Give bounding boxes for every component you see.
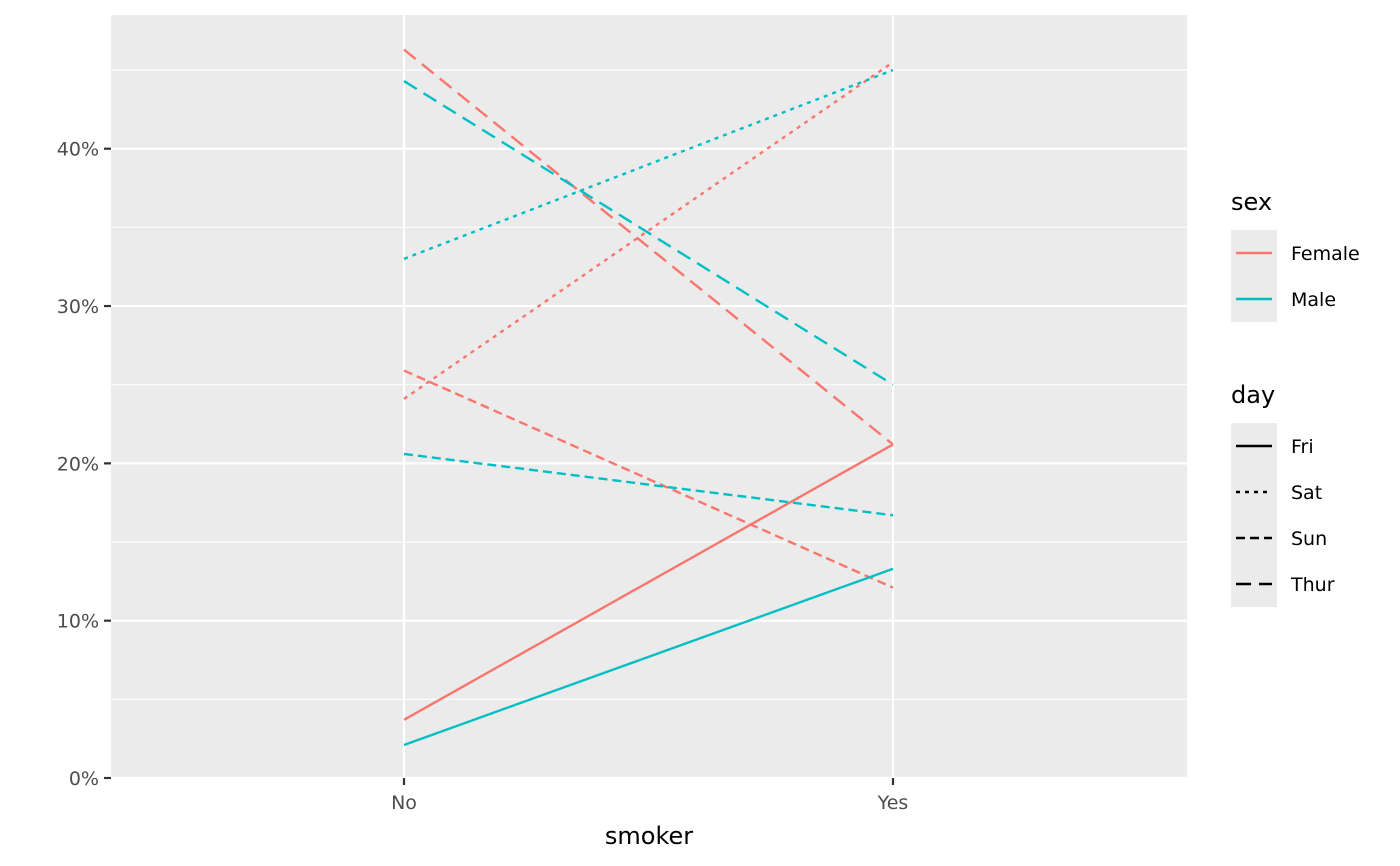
- y-tick-label: 10%: [57, 611, 99, 633]
- x-tick-label: Yes: [877, 792, 909, 814]
- panel-background: [111, 15, 1187, 778]
- series-line-female-fri: [403, 443, 894, 721]
- series-lines: [403, 48, 894, 747]
- plot-panel: [111, 15, 1187, 778]
- y-tick-label: 40%: [57, 139, 99, 161]
- legends: sex Female Male day Fri Sat Sun Thur: [1231, 188, 1360, 607]
- legend-label: Fri: [1291, 436, 1314, 458]
- series-line-male-thur: [403, 80, 894, 386]
- x-axis-title: smoker: [605, 822, 693, 850]
- y-tick-label: 0%: [69, 768, 99, 790]
- legend-label: Female: [1291, 243, 1360, 265]
- legend-label: Sun: [1291, 528, 1327, 550]
- legend-label: Sat: [1291, 482, 1322, 504]
- legend-day: day Fri Sat Sun Thur: [1231, 381, 1335, 607]
- y-tick-label: 30%: [57, 296, 99, 318]
- series-line-male-sun: [403, 452, 894, 517]
- series-line-male-sat: [403, 68, 894, 260]
- series-line-male-fri: [403, 567, 894, 747]
- series-line-female-sun: [403, 369, 894, 589]
- axes: 0% 10% 20% 30% 40% No Yes: [57, 139, 909, 814]
- legend-title: day: [1231, 381, 1275, 409]
- legend-label: Male: [1291, 289, 1336, 311]
- legend-sex: sex Female Male: [1231, 188, 1360, 322]
- grid-lines: [111, 15, 1187, 780]
- legend-label: Thur: [1290, 574, 1335, 596]
- x-tick-label: No: [391, 792, 417, 814]
- series-line-female-thur: [403, 48, 894, 446]
- legend-title: sex: [1231, 188, 1272, 216]
- y-tick-label: 20%: [57, 453, 99, 475]
